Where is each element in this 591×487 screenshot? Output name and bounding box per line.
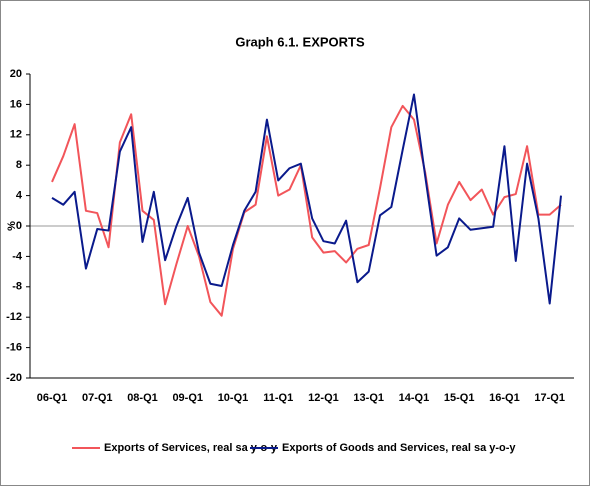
y-tick-label: -4 <box>12 250 23 262</box>
y-tick-label: -8 <box>12 281 22 293</box>
y-tick-label: -20 <box>6 372 22 384</box>
x-tick-label: 08-Q1 <box>127 392 158 404</box>
x-tick-label: 13-Q1 <box>353 392 384 404</box>
y-tick-label: 12 <box>10 129 22 141</box>
y-axis-label: % <box>6 221 18 231</box>
x-tick-label: 07-Q1 <box>82 392 113 404</box>
legend-label: Exports of Services, real sa y-o-y <box>104 442 278 454</box>
x-tick-label: 06-Q1 <box>37 392 68 404</box>
x-tick-label: 11-Q1 <box>263 392 293 404</box>
x-tick-label: 12-Q1 <box>308 392 339 404</box>
x-tick-label: 14-Q1 <box>399 392 430 404</box>
chart-title: Graph 6.1. EXPORTS <box>235 34 365 49</box>
y-tick-label: 0 <box>16 220 22 232</box>
x-tick-label: 17-Q1 <box>534 392 565 404</box>
x-tick-label: 09-Q1 <box>172 392 203 404</box>
series-line <box>51 104 562 317</box>
x-tick-label: 10-Q1 <box>218 392 249 404</box>
y-tick-label: 8 <box>16 159 22 171</box>
y-tick-label: 4 <box>16 190 23 202</box>
y-tick-label: 20 <box>10 68 22 80</box>
y-tick-label: -12 <box>6 311 22 323</box>
x-tick-label: 16-Q1 <box>489 392 520 404</box>
series-line <box>51 93 562 305</box>
legend-label: Exports of Goods and Services, real sa y… <box>282 442 516 454</box>
y-tick-label: -16 <box>6 342 22 354</box>
y-tick-label: 16 <box>10 98 22 110</box>
x-tick-label: 15-Q1 <box>444 392 475 404</box>
